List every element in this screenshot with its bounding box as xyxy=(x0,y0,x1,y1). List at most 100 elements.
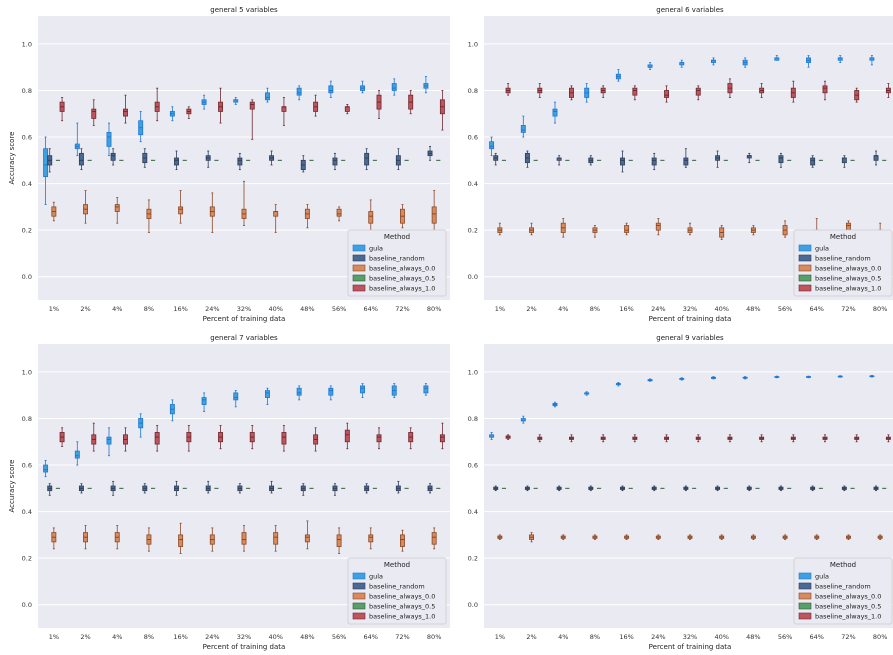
x-tick-label: 64% xyxy=(810,305,824,313)
x-tick-label: 40% xyxy=(714,305,728,313)
series-baseline_random xyxy=(47,480,433,496)
legend-label: baseline_always_1.0 xyxy=(815,285,881,293)
series-gula xyxy=(489,55,875,157)
x-tick-label: 2% xyxy=(80,633,90,641)
box-body xyxy=(376,434,382,443)
series-baseline_random xyxy=(493,148,879,173)
series-baseline_always_1.0 xyxy=(59,422,445,452)
box-body xyxy=(431,532,437,545)
y-tick-label: 0.4 xyxy=(22,180,32,188)
x-tick-label: 8% xyxy=(144,633,154,641)
box-body xyxy=(655,222,661,231)
legend-box xyxy=(793,557,893,625)
legend-box xyxy=(793,229,893,297)
series-baseline_always_0.0 xyxy=(497,532,883,543)
box-body xyxy=(110,152,116,161)
box-body xyxy=(296,87,302,96)
x-tick-label: 32% xyxy=(683,633,697,641)
box-body xyxy=(123,108,128,117)
chart-panel-4: 0.0 0.2 0.4 0.6 0.8 1.0 general 9 variables 1% 2… xyxy=(468,334,893,651)
series-baseline_random xyxy=(47,145,433,173)
x-tick-label: 1% xyxy=(49,305,59,313)
box-body xyxy=(332,157,338,166)
legend-swatch xyxy=(352,612,366,620)
box-body xyxy=(43,464,49,473)
x-tick-label: 40% xyxy=(268,305,282,313)
legend-swatch xyxy=(798,612,812,620)
x-tick-label: 72% xyxy=(395,305,409,313)
y-axis-label: Accuracy score xyxy=(8,132,16,185)
x-tick-label: 72% xyxy=(841,305,855,313)
x-tick-label: 1% xyxy=(495,633,505,641)
chart-title: general 7 variables xyxy=(210,334,278,342)
legend-label: gula xyxy=(815,573,829,581)
legend-label: baseline_always_0.5 xyxy=(369,603,435,611)
x-tick-label: 4% xyxy=(112,633,122,641)
x-tick-label: 32% xyxy=(683,305,697,313)
y-axis-label: Accuracy score xyxy=(8,460,16,513)
x-tick-label: 24% xyxy=(651,305,665,313)
x-axis-label: Percent of training data xyxy=(649,315,732,323)
box-body xyxy=(201,397,207,405)
box-body xyxy=(368,534,374,543)
legend-label: baseline_always_0.0 xyxy=(815,593,881,601)
x-tick-label: 2% xyxy=(526,305,536,313)
y-tick-label: 0.8 xyxy=(468,415,478,423)
box-body xyxy=(328,387,334,396)
legend-title: Method xyxy=(384,561,410,569)
x-tick-label: 4% xyxy=(112,305,122,313)
chart-title: general 5 variables xyxy=(210,6,278,14)
x-tick-label: 40% xyxy=(714,633,728,641)
x-tick-label: 8% xyxy=(590,633,600,641)
series-baseline_always_0.0 xyxy=(497,218,883,243)
y-tick-label: 0.2 xyxy=(22,227,32,235)
box-body xyxy=(178,206,184,215)
x-tick-label: 48% xyxy=(746,305,760,313)
x-tick-label: 24% xyxy=(205,633,219,641)
y-tick-label: 0.8 xyxy=(22,415,32,423)
x-tick-label: 80% xyxy=(873,305,887,313)
y-tick-label: 0.6 xyxy=(468,134,478,142)
y-tick-label: 0.4 xyxy=(468,180,478,188)
x-tick-label: 80% xyxy=(427,305,441,313)
series-baseline_always_0.0 xyxy=(51,180,437,236)
y-tick-label: 0.2 xyxy=(468,227,478,235)
x-tick-label: 56% xyxy=(778,305,792,313)
box-body xyxy=(78,152,84,166)
x-tick-label: 48% xyxy=(300,633,314,641)
y-tick-label: 0.8 xyxy=(22,87,32,95)
x-tick-label: 56% xyxy=(778,633,792,641)
legend-label: baseline_always_1.0 xyxy=(369,285,435,293)
box-body xyxy=(391,83,397,91)
legend-swatch xyxy=(798,582,812,590)
y-tick-label: 0.8 xyxy=(468,87,478,95)
box-body xyxy=(264,390,270,398)
box-body xyxy=(249,101,255,110)
legend-swatch xyxy=(798,572,812,580)
legend-swatch xyxy=(352,254,366,262)
box-body xyxy=(439,434,445,443)
box-body xyxy=(520,125,526,133)
legend-label: gula xyxy=(369,573,383,581)
box-body xyxy=(281,106,287,112)
legend-swatch xyxy=(798,602,812,610)
y-tick-label: 1.0 xyxy=(22,368,32,376)
box-body xyxy=(360,385,365,394)
legend-box xyxy=(347,229,447,297)
box-body xyxy=(651,157,657,166)
y-tick-label: 0.0 xyxy=(22,273,32,281)
box-body xyxy=(106,131,112,147)
box-body xyxy=(91,108,97,119)
box-body xyxy=(344,429,350,443)
box-body xyxy=(873,155,879,161)
x-tick-label: 16% xyxy=(619,633,633,641)
legend-swatch xyxy=(798,264,812,272)
legend-swatch xyxy=(798,254,812,262)
legend-label: baseline_always_0.0 xyxy=(369,265,435,273)
series-baseline_always_1.0 xyxy=(505,78,891,103)
box-body xyxy=(273,532,279,545)
